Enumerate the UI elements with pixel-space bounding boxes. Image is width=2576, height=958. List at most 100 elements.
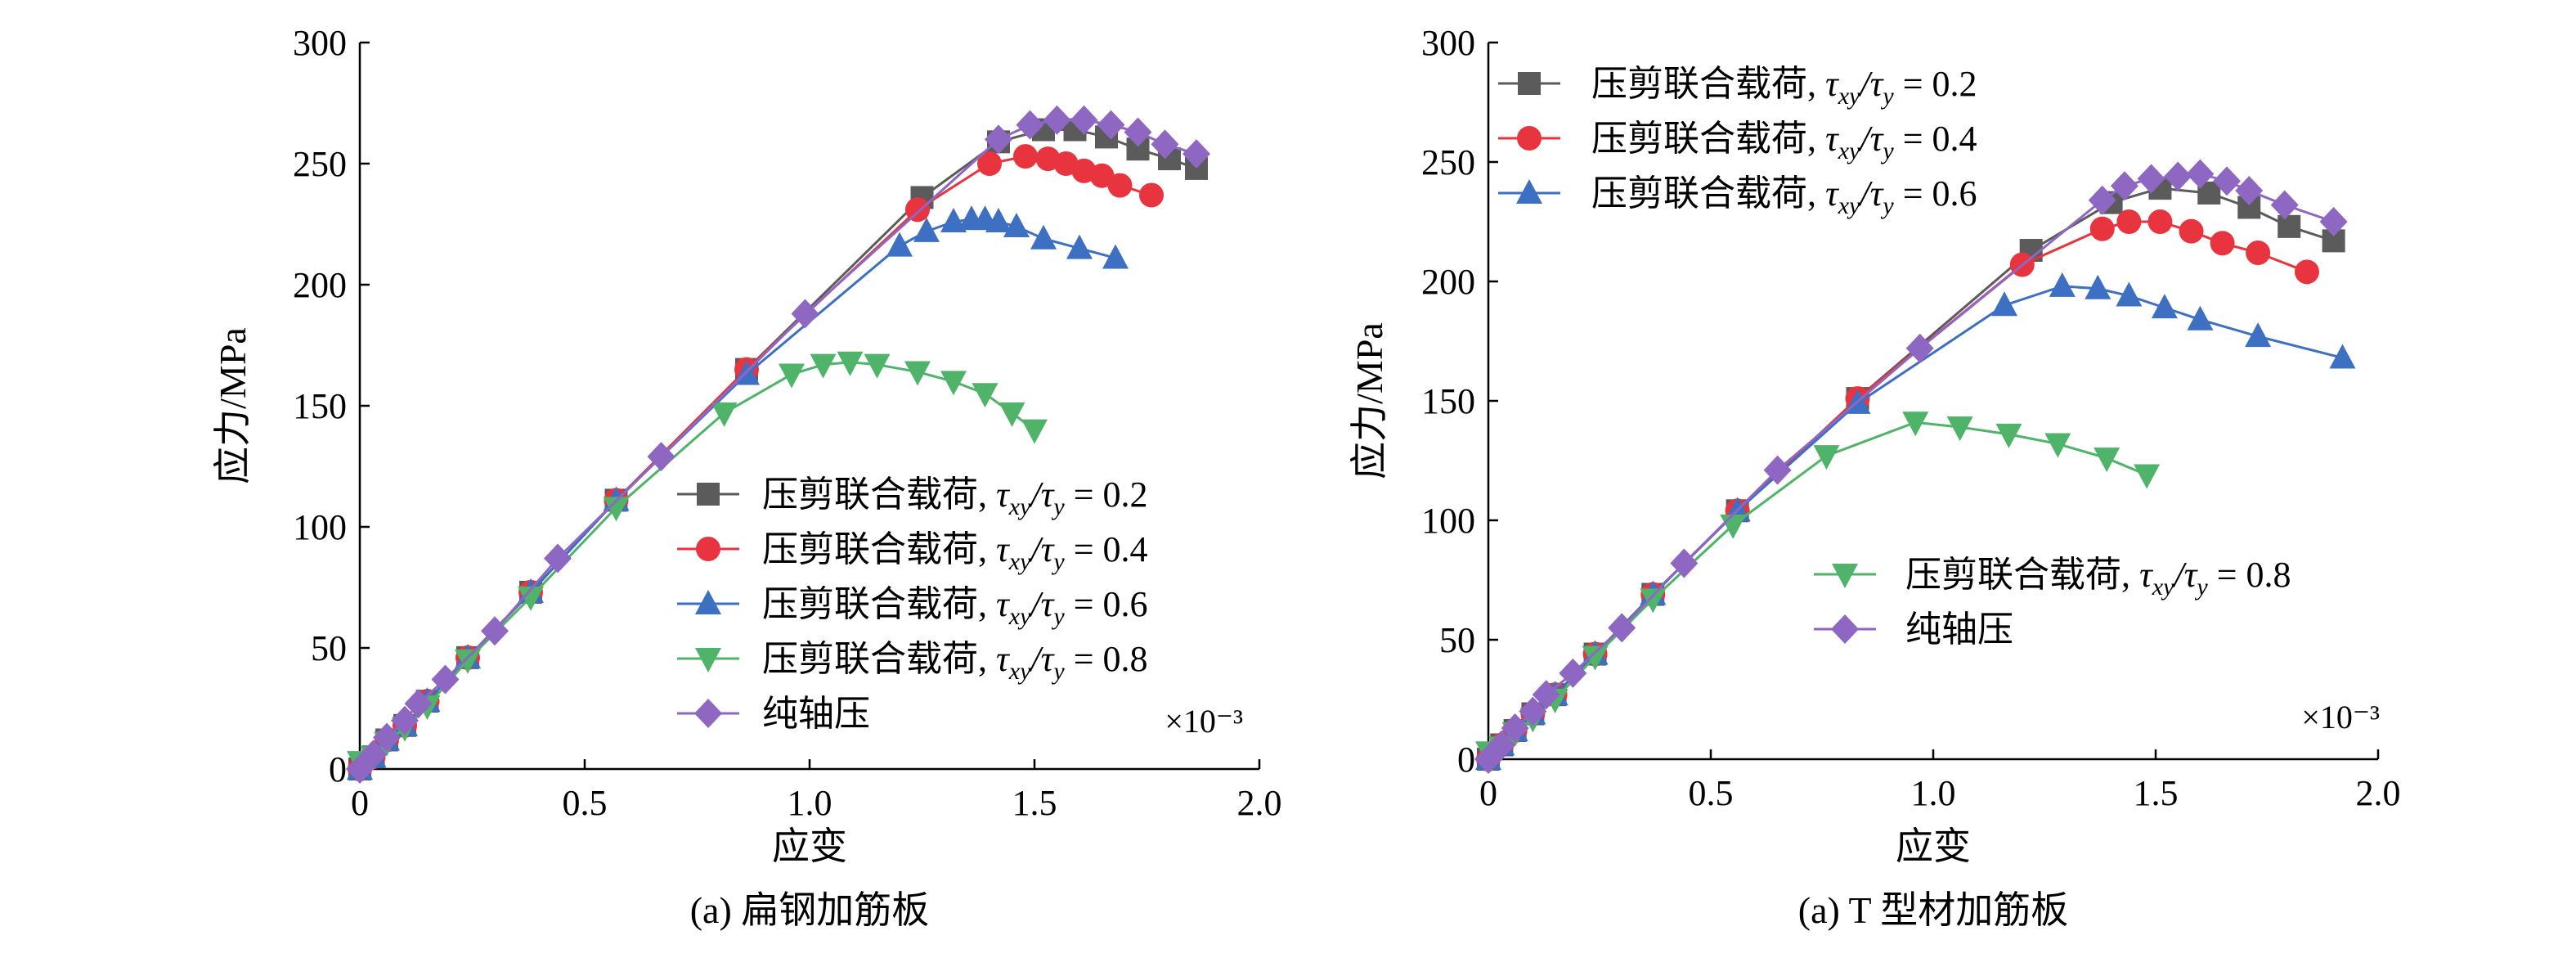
data-point xyxy=(1139,182,1164,208)
data-point xyxy=(518,586,544,611)
data-point xyxy=(2089,216,2115,241)
legend-label: 压剪联合载荷, τxy/τy = 0.4 xyxy=(762,529,1148,575)
legend-entry: 压剪联合载荷, τxy/τy = 0.4 xyxy=(677,529,1148,575)
series-line xyxy=(1487,173,2335,761)
data-point xyxy=(2134,464,2161,489)
data-point xyxy=(2049,272,2076,297)
data-point xyxy=(2329,344,2356,369)
legend-label: 压剪联合载荷, τxy/τy = 0.4 xyxy=(1591,119,1977,164)
chart-flat-bar-stiffened-plate: 0 0.5 1.0 1.5 2.0 0 50 100 150 200 250 300 应变 应力/MPa ×… xyxy=(212,23,1282,931)
x-tick-label: 0.5 xyxy=(563,783,608,823)
data-point xyxy=(1151,129,1179,160)
data-point xyxy=(1991,291,2018,317)
data-point xyxy=(2151,294,2178,319)
legend-entry: 压剪联合载荷, τxy/τy = 0.2 xyxy=(1498,64,1977,110)
data-point xyxy=(1532,680,1560,710)
x-axis-label: 应变 xyxy=(772,825,847,867)
legend-label: 压剪联合载荷, τxy/τy = 0.2 xyxy=(1591,64,1977,110)
data-point xyxy=(985,124,1012,155)
legend-label: 纯轴压 xyxy=(762,694,870,734)
y-tick-label: 50 xyxy=(1439,620,1475,660)
y-tick-label: 300 xyxy=(293,23,347,63)
data-point xyxy=(1995,423,2022,448)
data-point xyxy=(373,722,401,753)
y-tick-label: 150 xyxy=(1421,381,1475,421)
data-point xyxy=(2245,322,2272,348)
legend-marker xyxy=(1516,179,1542,204)
data-point xyxy=(359,740,388,770)
legend-label: 压剪联合载荷, τxy/τy = 0.8 xyxy=(762,639,1148,685)
series-0 xyxy=(1477,177,2345,771)
data-point xyxy=(1070,105,1098,135)
data-point xyxy=(2179,218,2204,244)
data-point xyxy=(904,361,931,386)
x-axis-multiplier: ×10⁻³ xyxy=(2301,699,2380,735)
legend-label: 纯轴压 xyxy=(1905,609,2013,650)
y-tick-label: 100 xyxy=(293,507,347,547)
legend-label: 压剪联合载荷, τxy/τy = 0.2 xyxy=(762,475,1148,520)
data-point xyxy=(1608,613,1636,643)
data-point xyxy=(1089,163,1115,188)
legend-label: 压剪联合载荷, τxy/τy = 0.6 xyxy=(762,584,1148,630)
data-point xyxy=(2210,231,2235,256)
legend-entry: 压剪联合载荷, τxy/τy = 0.4 xyxy=(1498,119,1977,164)
data-point xyxy=(2187,305,2214,331)
legend-marker xyxy=(694,699,722,728)
data-point xyxy=(1124,117,1152,147)
y-tick-label: 50 xyxy=(311,628,347,668)
data-point xyxy=(1043,105,1071,135)
y-tick-label: 200 xyxy=(1421,262,1475,302)
legend-marker xyxy=(1517,126,1542,151)
data-point xyxy=(940,371,967,396)
series-4 xyxy=(1474,159,2348,774)
data-point xyxy=(481,616,509,646)
y-tick-label: 250 xyxy=(293,144,347,184)
data-point xyxy=(2246,240,2271,265)
chart-caption: (a) T 型材加筋板 xyxy=(1798,889,2069,931)
legend-entry: 压剪联合载荷, τxy/τy = 0.6 xyxy=(1498,173,1977,219)
legend-label: 压剪联合载荷, τxy/τy = 0.6 xyxy=(1591,173,1977,219)
data-point xyxy=(1902,412,1929,437)
data-point xyxy=(779,363,805,389)
data-point xyxy=(999,402,1025,427)
y-tick-label: 0 xyxy=(329,749,347,789)
data-point xyxy=(1102,244,1129,269)
data-point xyxy=(455,649,481,674)
x-tick-label: 0 xyxy=(351,783,369,823)
data-point xyxy=(1030,224,1057,250)
data-point xyxy=(2319,207,2348,236)
data-point xyxy=(837,351,864,376)
series-1 xyxy=(1476,209,2319,771)
legend-entry: 压剪联合载荷, τxy/τy = 0.8 xyxy=(1814,555,2291,600)
data-point xyxy=(1559,658,1587,688)
data-point xyxy=(2270,190,2299,220)
data-point xyxy=(864,353,891,379)
data-point xyxy=(2186,159,2215,189)
data-point xyxy=(1183,139,1210,169)
legend-marker xyxy=(696,537,720,561)
data-point xyxy=(1488,730,1516,760)
data-point xyxy=(972,383,999,408)
data-point xyxy=(985,208,1012,233)
data-point xyxy=(647,442,675,472)
data-point xyxy=(544,543,572,573)
chart-caption: (a) 扁钢加筋板 xyxy=(690,889,930,931)
data-point xyxy=(2116,209,2142,234)
legend-entry: 压剪联合载荷, τxy/τy = 0.8 xyxy=(677,639,1148,685)
x-tick-label: 0.5 xyxy=(1689,773,1734,813)
data-point xyxy=(2147,209,2173,234)
y-tick-label: 300 xyxy=(1421,23,1475,63)
legend-marker xyxy=(1518,72,1541,95)
x-tick-label: 2.0 xyxy=(2356,773,2401,813)
y-tick-label: 100 xyxy=(1421,501,1475,541)
data-point xyxy=(2110,171,2138,201)
x-tick-label: 1.0 xyxy=(788,783,832,823)
data-point xyxy=(1016,110,1044,140)
data-point xyxy=(905,197,930,223)
legend-label: 压剪联合载荷, τxy/τy = 0.8 xyxy=(1905,555,2291,600)
x-tick-label: 1.0 xyxy=(1911,773,1956,813)
x-axis-label: 应变 xyxy=(1896,825,1971,867)
data-point xyxy=(1670,548,1699,578)
legend-entry: 纯轴压 xyxy=(1814,609,2013,650)
data-point xyxy=(391,705,419,735)
